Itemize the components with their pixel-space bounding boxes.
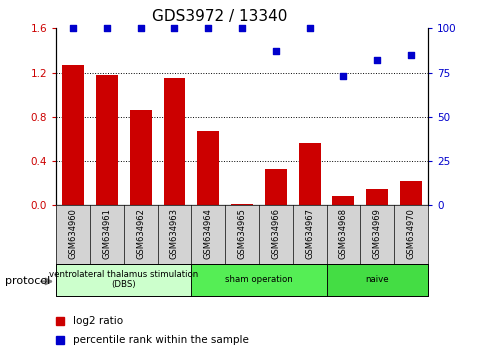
- Text: GSM634964: GSM634964: [203, 208, 212, 259]
- Text: ventrolateral thalamus stimulation
(DBS): ventrolateral thalamus stimulation (DBS): [49, 270, 198, 289]
- Text: GSM634961: GSM634961: [102, 208, 111, 259]
- Text: GSM634967: GSM634967: [305, 208, 313, 259]
- Text: GSM634966: GSM634966: [271, 208, 280, 259]
- Bar: [56, 264, 191, 296]
- Text: GSM634962: GSM634962: [136, 208, 145, 259]
- Bar: [231, 204, 252, 205]
- Point: [271, 48, 279, 54]
- Point: [305, 25, 313, 31]
- Point: [339, 73, 346, 79]
- Text: GSM634965: GSM634965: [237, 208, 246, 259]
- Point: [137, 25, 144, 31]
- Point: [406, 52, 414, 58]
- Text: log2 ratio: log2 ratio: [73, 316, 123, 326]
- Text: protocol: protocol: [5, 276, 50, 286]
- Point: [170, 25, 178, 31]
- Bar: [366, 189, 387, 205]
- Bar: [298, 143, 320, 205]
- Text: GDS3972 / 13340: GDS3972 / 13340: [152, 9, 287, 24]
- Point: [69, 25, 77, 31]
- Point: [103, 25, 111, 31]
- Bar: [399, 181, 421, 205]
- Point: [204, 25, 212, 31]
- Bar: [332, 196, 354, 205]
- Bar: [163, 78, 185, 205]
- Point: [238, 25, 245, 31]
- Text: GSM634963: GSM634963: [170, 208, 179, 259]
- Bar: [326, 264, 427, 296]
- Bar: [197, 131, 219, 205]
- Text: percentile rank within the sample: percentile rank within the sample: [73, 335, 248, 345]
- Bar: [62, 65, 84, 205]
- Bar: [129, 110, 151, 205]
- Text: naive: naive: [365, 275, 388, 284]
- Text: GSM634970: GSM634970: [406, 208, 415, 259]
- Text: GSM634960: GSM634960: [68, 208, 78, 259]
- Bar: [191, 264, 326, 296]
- Text: GSM634968: GSM634968: [338, 208, 347, 259]
- Text: GSM634969: GSM634969: [372, 208, 381, 259]
- Text: sham operation: sham operation: [224, 275, 292, 284]
- Point: [372, 57, 380, 63]
- Bar: [96, 75, 118, 205]
- Bar: [264, 169, 286, 205]
